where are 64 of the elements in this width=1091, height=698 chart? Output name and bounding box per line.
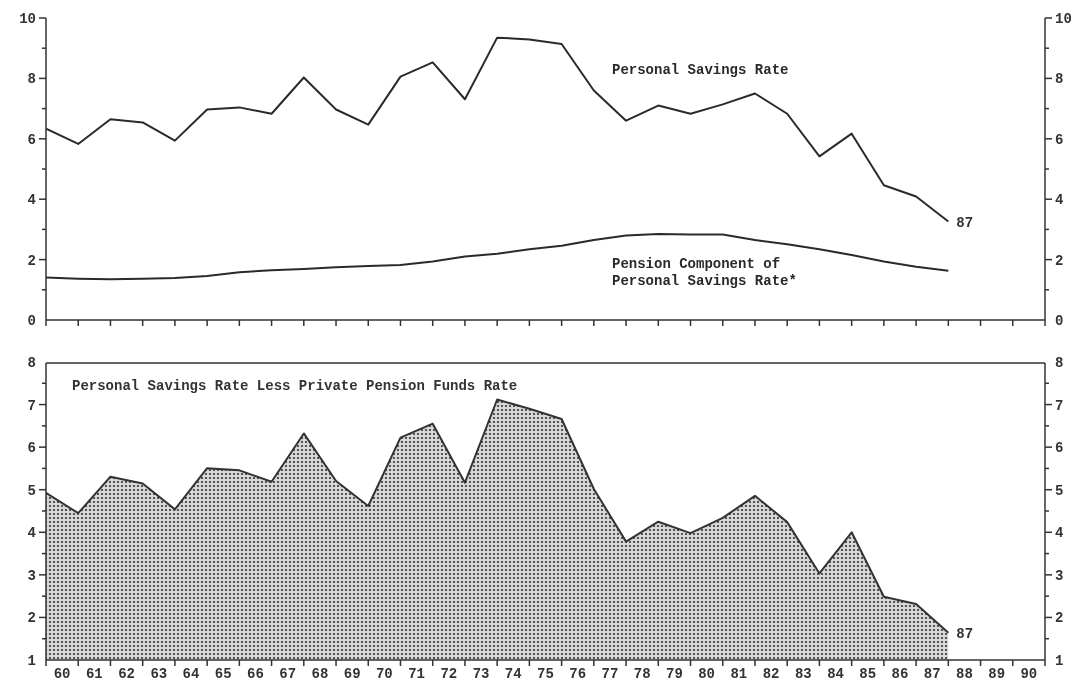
x-tick-label: 62 — [118, 666, 135, 682]
y-tick-label: 2 — [27, 610, 36, 627]
x-tick-label: 67 — [279, 666, 297, 682]
x-tick-label: 79 — [666, 666, 683, 682]
y2-tick-label: 0 — [1055, 313, 1064, 329]
x-tick-label: 80 — [698, 666, 716, 682]
x-tick-label: 89 — [988, 666, 1006, 682]
x-tick-label: 77 — [601, 666, 619, 682]
x-tick-label: 68 — [311, 666, 329, 682]
y2-tick-label: 8 — [1055, 71, 1064, 88]
annotation: 87 — [956, 625, 974, 642]
x-tick-label: 85 — [859, 666, 877, 682]
y-tick-label: 8 — [27, 71, 36, 88]
y2-tick-label: 8 — [1055, 355, 1064, 371]
x-tick-label: 60 — [53, 666, 71, 682]
y-tick-label: 1 — [27, 653, 36, 669]
y-tick-label: 7 — [27, 397, 36, 414]
y-tick-label: 4 — [27, 525, 36, 542]
y2-tick-label: 6 — [1055, 440, 1064, 457]
y2-tick-label: 4 — [1055, 192, 1064, 209]
series-label: Pension Component of Personal Savings Rate* — [612, 256, 798, 290]
y2-tick-label: 10 — [1055, 11, 1072, 27]
x-tick-label: 61 — [85, 666, 103, 682]
y2-tick-label: 6 — [1055, 131, 1064, 148]
x-tick-label: 71 — [408, 666, 425, 682]
x-tick-label: 78 — [633, 666, 651, 682]
x-tick-label: 88 — [956, 666, 973, 682]
x-tick-label: 86 — [891, 666, 909, 682]
x-tick-label: 74 — [504, 666, 522, 682]
x-tick-label: 75 — [537, 666, 554, 682]
x-tick-label: 84 — [827, 666, 844, 682]
y2-tick-label: 3 — [1055, 567, 1064, 584]
y2-tick-label: 1 — [1055, 653, 1064, 669]
x-tick-label: 66 — [247, 666, 264, 682]
y-tick-label: 0 — [27, 313, 36, 329]
series-label: Personal Savings Rate Less Private Pension Funds Rate — [72, 378, 518, 395]
y-tick-label: 6 — [27, 440, 36, 457]
y2-tick-label: 4 — [1055, 525, 1064, 542]
x-tick-label: 90 — [1020, 666, 1038, 682]
x-tick-label: 70 — [375, 666, 393, 682]
y2-tick-label: 5 — [1055, 482, 1064, 499]
x-tick-label: 64 — [182, 666, 200, 682]
series-label: Personal Savings Rate — [612, 62, 789, 79]
y2-tick-label: 2 — [1055, 252, 1064, 269]
y2-tick-label: 2 — [1055, 610, 1064, 627]
y-tick-label: 8 — [27, 355, 36, 371]
x-tick-label: 65 — [214, 666, 232, 682]
x-tick-label: 83 — [794, 666, 812, 682]
x-tick-label: 76 — [569, 666, 587, 682]
y-tick-label: 4 — [27, 192, 36, 209]
x-tick-label: 73 — [472, 666, 490, 682]
x-tick-label: 63 — [150, 666, 168, 682]
y-tick-label: 6 — [27, 131, 36, 148]
y2-tick-label: 7 — [1055, 397, 1064, 414]
y-tick-label: 3 — [27, 567, 36, 584]
x-tick-label: 82 — [762, 666, 780, 682]
y-tick-label: 5 — [27, 482, 36, 499]
x-tick-label: 72 — [440, 666, 458, 682]
x-tick-label: 81 — [730, 666, 748, 682]
y-tick-label: 2 — [27, 252, 36, 269]
annotation: 87 — [956, 214, 974, 231]
x-tick-label: 87 — [923, 666, 941, 682]
x-tick-label: 69 — [343, 666, 361, 682]
y-tick-label: 10 — [19, 11, 36, 27]
